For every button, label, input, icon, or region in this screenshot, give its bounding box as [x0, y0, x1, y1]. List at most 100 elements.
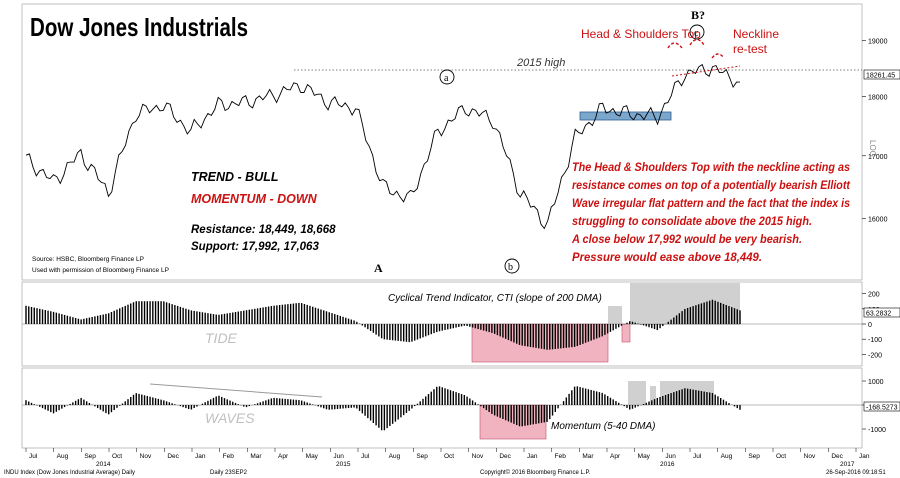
bar — [717, 301, 719, 324]
bar — [77, 399, 80, 405]
bar — [449, 390, 452, 405]
bar — [47, 310, 49, 324]
bar — [499, 405, 501, 418]
bar — [152, 301, 154, 324]
bar — [651, 324, 653, 329]
bar — [620, 324, 623, 326]
bar — [63, 405, 66, 408]
bar — [356, 405, 358, 409]
x-month-label: Oct — [776, 453, 786, 460]
bar — [427, 394, 430, 405]
bar — [44, 310, 46, 324]
bar — [595, 324, 598, 339]
x-year-label: 2017 — [840, 461, 855, 468]
bar — [720, 397, 722, 405]
bar — [63, 314, 66, 324]
tide-label: TIDE — [205, 330, 238, 346]
bar — [185, 308, 187, 324]
bar — [44, 405, 46, 410]
bar — [717, 396, 719, 405]
commentary-block: The Head & Shoulders Top with the neckli… — [571, 162, 851, 264]
bar — [444, 388, 446, 405]
bar — [458, 393, 460, 405]
bar — [270, 398, 273, 405]
bar — [411, 405, 413, 409]
bar — [146, 396, 148, 405]
bar — [689, 389, 692, 405]
bar — [289, 303, 292, 324]
bar — [662, 395, 664, 405]
x-year-label: 2016 — [660, 461, 675, 468]
bar — [502, 405, 504, 420]
bar — [72, 317, 74, 324]
bar — [234, 312, 237, 324]
bar — [684, 308, 686, 324]
bar — [331, 313, 333, 324]
bar — [629, 405, 631, 410]
bar — [256, 403, 259, 405]
bar — [711, 299, 714, 324]
bar — [527, 405, 529, 426]
x-month-label: Nov — [140, 453, 152, 460]
bar — [488, 405, 490, 413]
bar — [83, 318, 85, 324]
bar — [298, 302, 300, 324]
bar — [463, 395, 466, 405]
bar — [389, 405, 391, 426]
bar — [587, 324, 590, 342]
bar — [364, 324, 366, 328]
bar — [419, 401, 421, 405]
bar — [728, 403, 730, 405]
bar — [135, 301, 137, 324]
commentary-line-5: A close below 17,992 would be very beari… — [571, 234, 802, 246]
bar — [739, 405, 741, 410]
bar — [540, 324, 543, 349]
bar — [149, 396, 151, 405]
bar — [94, 316, 96, 324]
bar — [686, 307, 689, 324]
bar — [361, 405, 364, 414]
price-y-axis: 16000 17000 18000 19000 — [862, 38, 888, 224]
wave-c-circle — [689, 24, 705, 40]
bar — [405, 405, 408, 413]
price-last-value: 18261.45 — [866, 73, 895, 80]
bar — [708, 392, 711, 405]
wave-a-circle — [439, 69, 455, 85]
bar — [369, 324, 372, 331]
bar — [697, 390, 700, 405]
bar — [587, 389, 590, 405]
bar — [132, 394, 135, 405]
bar — [380, 405, 383, 431]
bar — [653, 399, 656, 405]
bar — [670, 393, 672, 405]
bar — [675, 315, 678, 324]
bar — [193, 405, 195, 409]
bar — [436, 324, 438, 333]
bar — [276, 305, 278, 324]
bar — [152, 397, 154, 405]
commentary-line-2: resistance comes on top of a potentially… — [572, 180, 851, 192]
bar — [480, 405, 482, 407]
bar — [402, 405, 405, 416]
x-month-label: Dec — [167, 453, 179, 460]
bar — [267, 399, 270, 405]
bar — [601, 392, 603, 405]
source-line-2: Used with permission of Bloomberg Financ… — [32, 267, 169, 274]
bar — [179, 405, 182, 407]
cti-y-axis: -200-1000100200 — [862, 292, 882, 359]
bar — [306, 304, 308, 324]
bar — [391, 324, 394, 341]
cti-pink-shade-small — [621, 323, 631, 343]
wave-b-circle — [504, 258, 520, 274]
momentum-y-tick-label: 1000 — [868, 379, 884, 386]
bar — [706, 301, 708, 324]
bar — [720, 302, 722, 324]
bar — [204, 402, 206, 405]
bar — [160, 301, 162, 324]
bar — [518, 324, 521, 345]
resistance-label: Resistance: 18,449, 18,668 — [191, 224, 336, 236]
x-month-label: Jul — [29, 453, 38, 460]
bar — [466, 324, 468, 326]
bar — [653, 324, 656, 330]
